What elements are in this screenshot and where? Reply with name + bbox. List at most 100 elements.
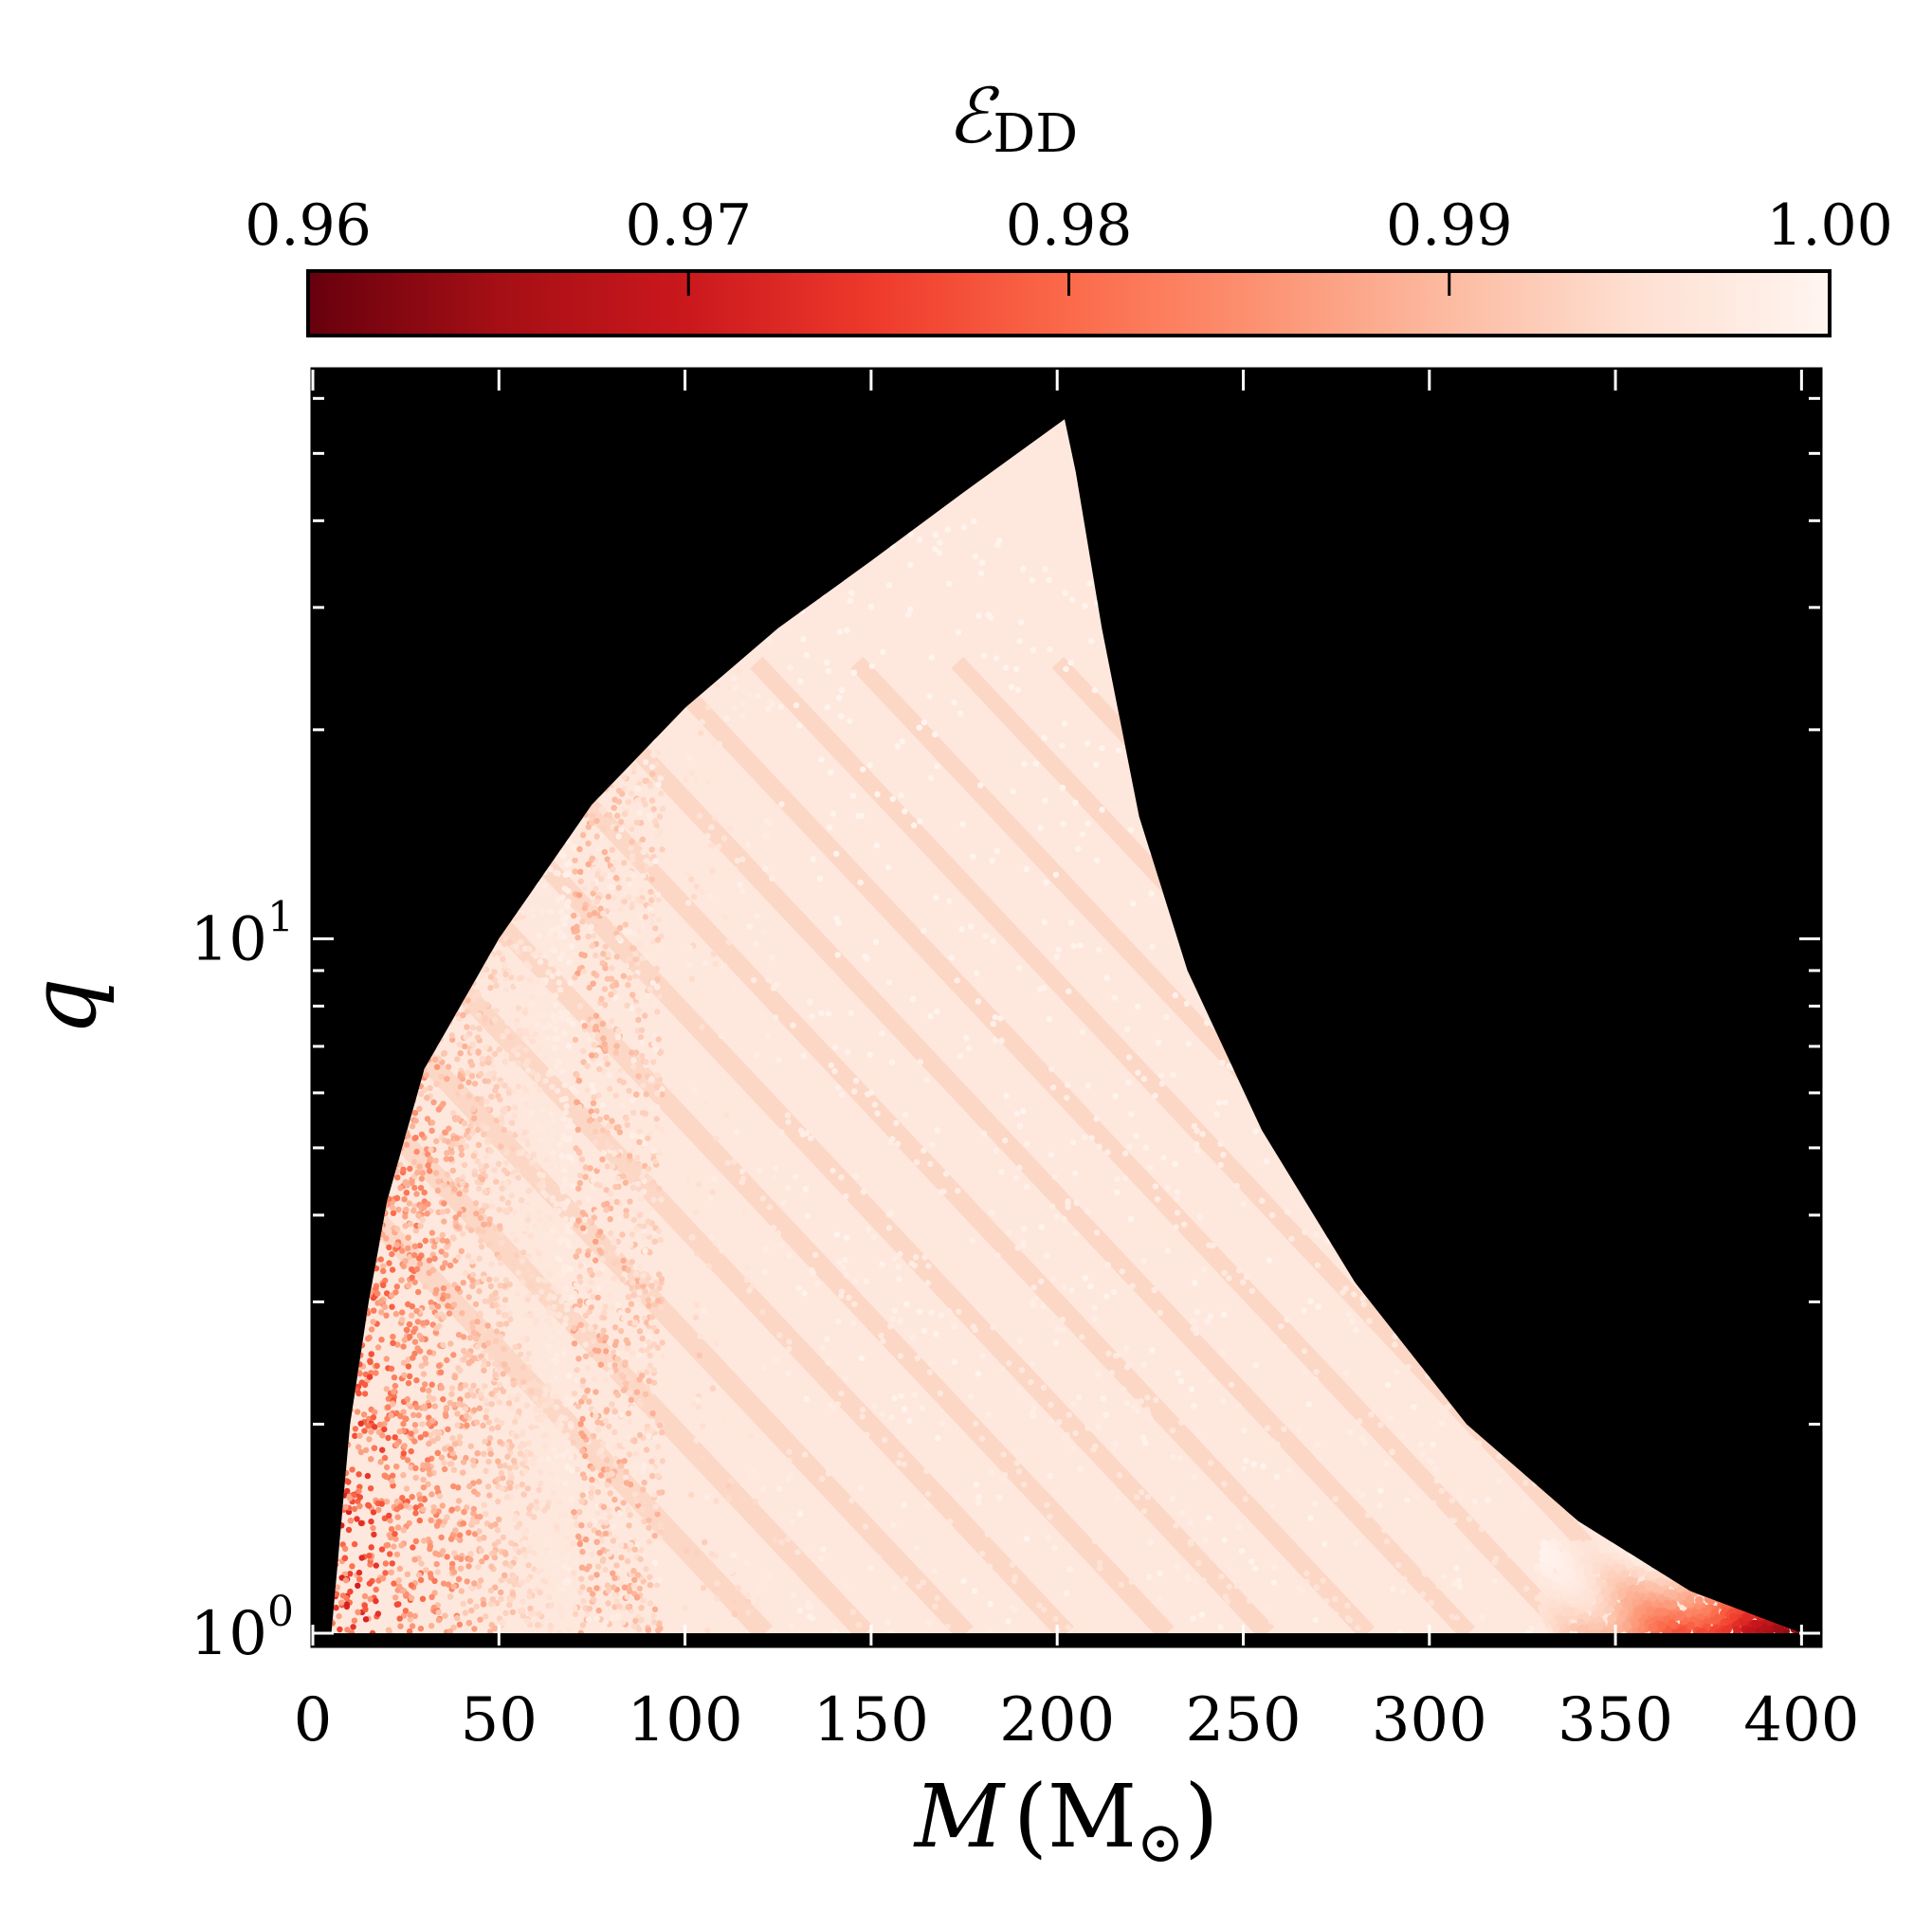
- scatter-point: [399, 1495, 405, 1501]
- scatter-point: [612, 1550, 618, 1555]
- scatter-point: [533, 1157, 538, 1163]
- scatter-point: [609, 788, 614, 793]
- scatter-point: [654, 966, 660, 972]
- scatter-point: [591, 981, 596, 987]
- scatter-point: [606, 1251, 611, 1257]
- scatter-point: [418, 1560, 424, 1566]
- scatter-point: [619, 1412, 625, 1418]
- scatter-point: [586, 862, 592, 867]
- scatter-point: [536, 977, 541, 983]
- scatter-point: [595, 1295, 601, 1300]
- scatter-point: [543, 1055, 549, 1061]
- scatter-point: [512, 1419, 518, 1425]
- scatter-point: [639, 1279, 645, 1284]
- scatter-point: [591, 1338, 596, 1344]
- scatter-point: [632, 1451, 638, 1457]
- scatter-point: [444, 1076, 449, 1082]
- scatter-point: [611, 1276, 616, 1282]
- scatter-point: [470, 1025, 476, 1030]
- scatter-point: [576, 1509, 582, 1515]
- scatter-point: [521, 1540, 527, 1546]
- scatter-point: [477, 1406, 483, 1411]
- scatter-point: [502, 1059, 508, 1064]
- scatter-point: [387, 1532, 392, 1537]
- scatter-point: [637, 1264, 643, 1269]
- scatter-point: [375, 1507, 381, 1513]
- scatter-point: [494, 1328, 500, 1334]
- scatter-point: [627, 1198, 632, 1204]
- scatter-point: [496, 1161, 501, 1167]
- scatter-point: [396, 1577, 402, 1583]
- scatter-point: [528, 1424, 534, 1429]
- scatter-point: [459, 1152, 465, 1157]
- scatter-point: [563, 1103, 569, 1109]
- scatter-point: [368, 1485, 374, 1491]
- scatter-point: [631, 1217, 637, 1223]
- scatter-point: [625, 1307, 630, 1313]
- scatter-point: [498, 1143, 503, 1149]
- scatter-point: [512, 1104, 518, 1110]
- scatter-point: [526, 977, 532, 983]
- scatter-point: [592, 1389, 598, 1394]
- scatter-point: [508, 1056, 514, 1062]
- scatter-point: [591, 1433, 596, 1439]
- scatter-point: [488, 1094, 494, 1100]
- scatter-point: [468, 1228, 474, 1233]
- scatter-point: [492, 1017, 498, 1023]
- scatter-point: [473, 1210, 479, 1216]
- scatter-point: [493, 1179, 499, 1185]
- scatter-point: [637, 1586, 643, 1592]
- scatter-point: [611, 1497, 617, 1502]
- scatter-point: [654, 1083, 660, 1089]
- scatter-point: [592, 886, 598, 892]
- scatter-point: [603, 1348, 609, 1354]
- scatter-point: [500, 956, 505, 962]
- scatter-point: [577, 1173, 583, 1178]
- scatter-point: [488, 1563, 494, 1569]
- scatter-point: [585, 934, 591, 939]
- scatter-point: [450, 1234, 456, 1240]
- scatter-point: [489, 1426, 495, 1431]
- scatter-point: [481, 1357, 486, 1363]
- scatter-point: [630, 1148, 636, 1154]
- scatter-point: [444, 1405, 449, 1410]
- scatter-point: [392, 1383, 398, 1389]
- scatter-point: [522, 1020, 528, 1026]
- scatter-point: [600, 1625, 606, 1630]
- scatter-point: [624, 963, 629, 969]
- scatter-point: [424, 1210, 429, 1216]
- scatter-point: [631, 1583, 637, 1589]
- scatter-point: [516, 1083, 521, 1089]
- scatter-point: [562, 1481, 568, 1486]
- scatter-point: [610, 914, 615, 919]
- scatter-point: [497, 1439, 502, 1445]
- scatter-point: [417, 1333, 423, 1338]
- scatter-point: [441, 1314, 447, 1319]
- scatter-point: [573, 1558, 578, 1564]
- scatter-point: [436, 1617, 442, 1623]
- scatter-point: [412, 1422, 418, 1428]
- scatter-point: [383, 1560, 389, 1566]
- scatter-point: [649, 1473, 655, 1479]
- scatter-point: [629, 1405, 634, 1410]
- scatter-point: [566, 959, 572, 965]
- scatter-point: [410, 1303, 415, 1309]
- scatter-point: [426, 1162, 431, 1168]
- scatter-point: [546, 991, 552, 997]
- scatter-point: [374, 1587, 379, 1592]
- scatter-point: [418, 1091, 424, 1097]
- scatter-point: [392, 1374, 397, 1380]
- scatter-point: [500, 1485, 505, 1491]
- scatter-point: [491, 1550, 497, 1555]
- scatter-point: [646, 1339, 651, 1345]
- scatter-point: [582, 885, 588, 891]
- scatter-point: [476, 1288, 482, 1294]
- scatter-point: [557, 934, 563, 939]
- scatter-point: [652, 925, 658, 931]
- scatter-point: [475, 1564, 481, 1570]
- scatter-point: [581, 969, 587, 974]
- scatter-point: [445, 1302, 450, 1308]
- scatter-point: [337, 1627, 342, 1632]
- colorbar-tick-label: 0.97: [625, 192, 752, 259]
